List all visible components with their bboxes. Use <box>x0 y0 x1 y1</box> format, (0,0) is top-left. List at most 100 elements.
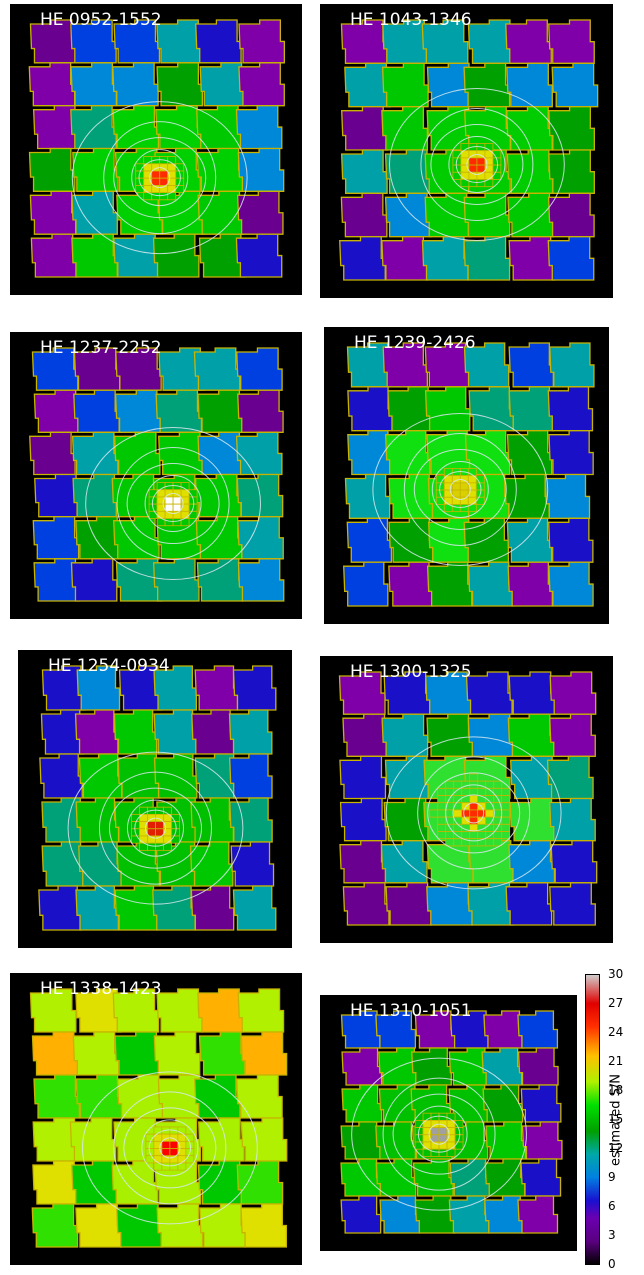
voronoi-bin <box>152 885 196 931</box>
voronoi-bin <box>114 885 159 931</box>
voronoi-bin <box>506 517 553 563</box>
voronoi-bin <box>379 1195 421 1234</box>
voronoi-bin <box>343 561 389 607</box>
voronoi-bin <box>199 1203 246 1248</box>
voronoi-bin <box>74 709 119 755</box>
voronoi-bin <box>508 671 556 715</box>
voronoi-bin <box>521 1121 563 1160</box>
voronoi-bin <box>339 236 386 281</box>
voronoi-bin <box>69 1117 117 1162</box>
flux-contours <box>67 751 244 905</box>
colorbar-gradient <box>585 974 600 1265</box>
voronoi-bin <box>196 147 244 192</box>
voronoi-bin <box>547 386 594 432</box>
voronoi-bin <box>197 389 245 433</box>
voronoi-bin <box>38 885 82 931</box>
voronoi-bin <box>424 386 471 432</box>
voronoi-bin <box>156 1203 204 1248</box>
ifu-panel-he-1254-0934: HE 1254-0934 <box>18 650 292 948</box>
voronoi-bin <box>155 389 203 433</box>
voronoi-bin <box>240 1117 288 1162</box>
voronoi-bin <box>507 192 555 238</box>
voronoi-bin <box>517 1047 559 1086</box>
voronoi-bin-map <box>340 1010 563 1234</box>
voronoi-bin <box>75 1074 123 1119</box>
voronoi-bin <box>111 1160 159 1205</box>
voronoi-bin <box>375 1010 417 1049</box>
voronoi-bin <box>197 988 244 1033</box>
voronoi-bin <box>506 62 553 108</box>
panel-label: HE 1300-1325 <box>350 662 472 682</box>
voronoi-bin <box>236 347 283 391</box>
voronoi-bin <box>381 62 429 108</box>
voronoi-bin <box>505 882 553 926</box>
voronoi-bin <box>449 1158 491 1197</box>
voronoi-bin <box>229 797 273 843</box>
voronoi-bin <box>468 840 516 884</box>
voronoi-bin <box>341 1047 383 1086</box>
flux-contours <box>385 736 562 890</box>
voronoi-bin <box>421 236 469 281</box>
voronoi-bin <box>73 389 120 433</box>
voronoi-bin-map <box>338 671 598 926</box>
voronoi-bin <box>29 431 76 476</box>
voronoi-bin <box>549 342 595 388</box>
voronoi-bin <box>421 19 469 64</box>
voronoi-bin <box>72 1031 120 1076</box>
voronoi-bin <box>235 431 283 476</box>
ifu-panel-he-1043-1346: HE 1043-1346 <box>320 4 613 298</box>
panel-label: HE 1310-1051 <box>350 1001 472 1021</box>
ifu-panel-he-1239-2426: HE 1239-2426 <box>324 327 609 624</box>
voronoi-bin <box>72 473 120 518</box>
voronoi-bin <box>383 797 431 842</box>
voronoi-bin <box>481 1047 523 1086</box>
voronoi-bin <box>505 19 552 64</box>
voronoi-bin <box>237 558 285 602</box>
voronoi-bin <box>198 1031 246 1076</box>
flux-contours <box>351 1057 527 1211</box>
voronoi-bin <box>385 882 433 926</box>
panel-label: HE 1239-2426 <box>354 333 476 353</box>
voronoi-bin <box>547 192 595 238</box>
voronoi-bin <box>236 1160 284 1205</box>
voronoi-bin <box>463 62 511 108</box>
voronoi-bin <box>467 561 514 607</box>
panel-label: HE 1043-1346 <box>350 10 472 30</box>
voronoi-bin <box>548 517 594 563</box>
voronoi-bin <box>116 1203 163 1248</box>
voronoi-bin <box>39 753 83 799</box>
voronoi-bin <box>112 62 159 107</box>
voronoi-bin <box>29 190 77 235</box>
voronoi-bin <box>544 473 591 519</box>
voronoi-bin <box>346 517 393 563</box>
voronoi-bin <box>550 840 598 884</box>
voronoi-bin <box>448 1195 490 1234</box>
colorbar-label: estimated S/N <box>608 1074 624 1166</box>
voronoi-bin <box>191 709 235 755</box>
voronoi-bin <box>344 473 391 519</box>
voronoi-bin <box>507 713 555 757</box>
voronoi-bin <box>388 473 434 519</box>
voronoi-bin <box>467 713 515 757</box>
voronoi-bin <box>235 105 283 150</box>
voronoi-bin <box>31 1203 79 1248</box>
voronoi-bin <box>506 149 554 194</box>
voronoi-bin <box>551 62 599 108</box>
voronoi-bin <box>232 885 277 931</box>
voronoi-bin <box>482 1084 524 1123</box>
colorbar-tick-label: 12 <box>608 1141 624 1155</box>
voronoi-bin <box>340 192 388 238</box>
voronoi-bin <box>517 1195 559 1234</box>
voronoi-bin <box>113 233 160 278</box>
voronoi-bin <box>520 1084 562 1123</box>
voronoi-bin <box>235 233 283 278</box>
voronoi-bin-map <box>343 342 595 607</box>
voronoi-bin <box>238 19 286 64</box>
colorbar-tick-label: 18 <box>608 1083 624 1097</box>
voronoi-bin <box>347 386 393 432</box>
voronoi-bin-map <box>28 19 286 278</box>
voronoi-bin <box>381 106 429 151</box>
voronoi-bin <box>156 62 204 107</box>
voronoi-bin <box>240 1203 288 1248</box>
voronoi-bin <box>113 709 158 755</box>
